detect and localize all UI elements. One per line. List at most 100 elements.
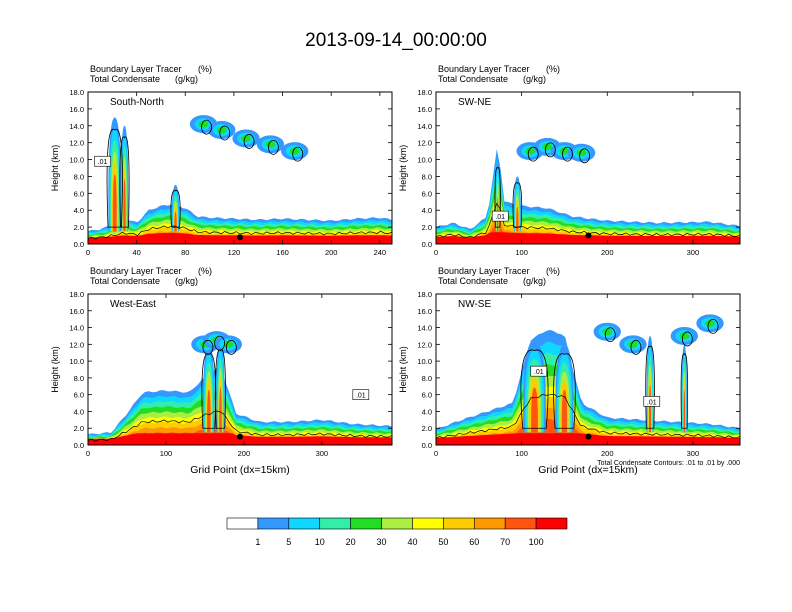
header-unit1: (%)	[198, 266, 212, 276]
header-line1: Boundary Layer Tracer	[90, 266, 182, 276]
plot-frame	[87, 293, 393, 446]
colorbar-swatch-8	[443, 517, 475, 530]
contour-label-box	[352, 389, 370, 400]
contour-label: .01	[98, 159, 108, 166]
colorbar-label: 70	[500, 537, 510, 547]
condensate-contour-2	[215, 349, 226, 429]
x-tick-label: 100	[515, 449, 528, 458]
cloud-contour-1	[527, 146, 539, 162]
y-tick-label: 8.0	[422, 374, 432, 383]
header-unit1: (%)	[198, 64, 212, 74]
x-tick-label: 0	[86, 449, 90, 458]
cloud-contour-1	[604, 327, 616, 343]
header-unit2: (g/kg)	[175, 276, 198, 286]
header-line1: Boundary Layer Tracer	[438, 266, 530, 276]
y-tick-label: 14.0	[417, 324, 432, 333]
cloud-contour-4	[267, 139, 279, 155]
bl-top-contour	[88, 410, 392, 442]
terrain-marker	[585, 232, 592, 239]
cloud-contour-4	[707, 318, 719, 334]
panel-west-east: .01 0.0 2.0 4.0 6.0 8.0 10.0 12.0 14.0 16.0 18.0 0 1…	[50, 266, 393, 476]
x-tick-label: 200	[325, 248, 338, 257]
cloud-contour-1	[202, 339, 214, 355]
y-axis-label: Height (km)	[398, 346, 408, 393]
y-tick-label: 6.0	[422, 391, 432, 400]
colorbar-label: 60	[469, 537, 479, 547]
y-tick-label: 8.0	[74, 374, 84, 383]
colorbar-swatch-7	[412, 517, 444, 530]
contour-footnote: Total Condensate Contours: .01 to .01 by…	[597, 460, 740, 467]
panel-label: South-North	[110, 97, 164, 108]
y-axis-label: Height (km)	[398, 145, 408, 192]
x-axis-label: Grid Point (dx=15km)	[538, 464, 638, 476]
colorbar-swatch-11	[535, 517, 568, 530]
colorbar-label: 50	[438, 537, 448, 547]
panel-south-north: .01 0.0 2.0 4.0 6.0 8.0 10.0 12.0 14.0 16.0 18.0 0 4…	[50, 64, 393, 257]
contour-label-box	[94, 155, 111, 167]
y-tick-label: 2.0	[74, 424, 84, 433]
upper-cloud-center-4	[705, 319, 715, 327]
x-tick-label: 40	[132, 248, 140, 257]
y-tick-label: 12.0	[417, 139, 432, 148]
y-tick-label: 6.0	[74, 189, 84, 198]
colorbar-label: 100	[529, 537, 544, 547]
y-tick-label: 2.0	[422, 424, 432, 433]
panel-sw-ne: .01 0.0 2.0 4.0 6.0 8.0 10.0 12.0 14.0 16.0 18.0 0 1…	[398, 64, 741, 257]
condensate-contour-2	[553, 353, 576, 429]
colorbar-swatch-3	[288, 517, 321, 530]
upper-cloud-center-4	[576, 149, 587, 157]
convective-plume-1	[531, 387, 538, 433]
y-tick-label: 10.0	[417, 357, 432, 366]
x-tick-label: 0	[434, 449, 438, 458]
colorbar-swatch-10	[504, 517, 537, 530]
y-tick-label: 8.0	[422, 172, 432, 181]
cloud-contour-5	[292, 146, 304, 162]
x-tick-label: 200	[601, 248, 614, 257]
upper-cloud-center-2	[542, 143, 553, 151]
x-tick-label: 0	[86, 248, 90, 257]
upper-cloud-center-2	[216, 126, 227, 134]
y-tick-label: 14.0	[69, 324, 84, 333]
upper-cloud-center-4	[265, 140, 276, 148]
upper-cloud-center-2	[628, 340, 638, 348]
x-tick-label: 0	[434, 248, 438, 257]
cloud-contour-2	[214, 335, 226, 351]
colorbar-swatch-6	[381, 517, 413, 530]
y-tick-label: 16.0	[69, 307, 84, 316]
condensate-contour-3	[170, 190, 181, 228]
cloud-contour-3	[243, 134, 255, 149]
upper-cloud-center-1	[602, 328, 613, 336]
convective-plume-4	[683, 389, 686, 433]
condensate-contour-1	[520, 349, 549, 429]
header-unit2: (g/kg)	[523, 276, 546, 286]
y-tick-label: 6.0	[422, 189, 432, 198]
header-unit2: (g/kg)	[523, 74, 546, 84]
terrain-marker	[237, 234, 243, 241]
y-tick-label: 4.0	[422, 206, 432, 215]
y-tick-label: 4.0	[74, 206, 84, 215]
x-tick-label: 300	[687, 248, 700, 257]
condensate-contour-4	[680, 353, 688, 429]
header-line2: Total Condensate	[90, 74, 160, 84]
y-axis-label: Height (km)	[50, 346, 60, 393]
x-tick-label: 160	[276, 248, 289, 257]
colorbar-swatch-1	[226, 517, 259, 530]
header-line2: Total Condensate	[438, 276, 508, 286]
panel-nw-se: .01 .01 0.0 2.0 4.0 6.0 8.0 10.0 12.0 14.0 16.0 18.…	[398, 266, 741, 476]
condensate-contour-3	[645, 345, 655, 429]
header-line1: Boundary Layer Tracer	[90, 64, 182, 74]
cloud-contour-4	[579, 148, 590, 164]
contour-label: .01	[356, 393, 366, 400]
header-line2: Total Condensate	[90, 276, 160, 286]
upper-cloud-center-3	[559, 147, 570, 155]
colorbar-label: 40	[407, 537, 417, 547]
x-axis-label: Grid Point (dx=15km)	[190, 464, 290, 476]
y-tick-label: 16.0	[417, 105, 432, 114]
cloud-contour-3	[562, 146, 573, 162]
cloud-contour-2	[219, 125, 231, 141]
x-tick-label: 100	[515, 248, 528, 257]
header-unit2: (g/kg)	[175, 74, 198, 84]
upper-cloud-center-1	[525, 147, 535, 155]
y-tick-label: 0.0	[422, 441, 432, 450]
